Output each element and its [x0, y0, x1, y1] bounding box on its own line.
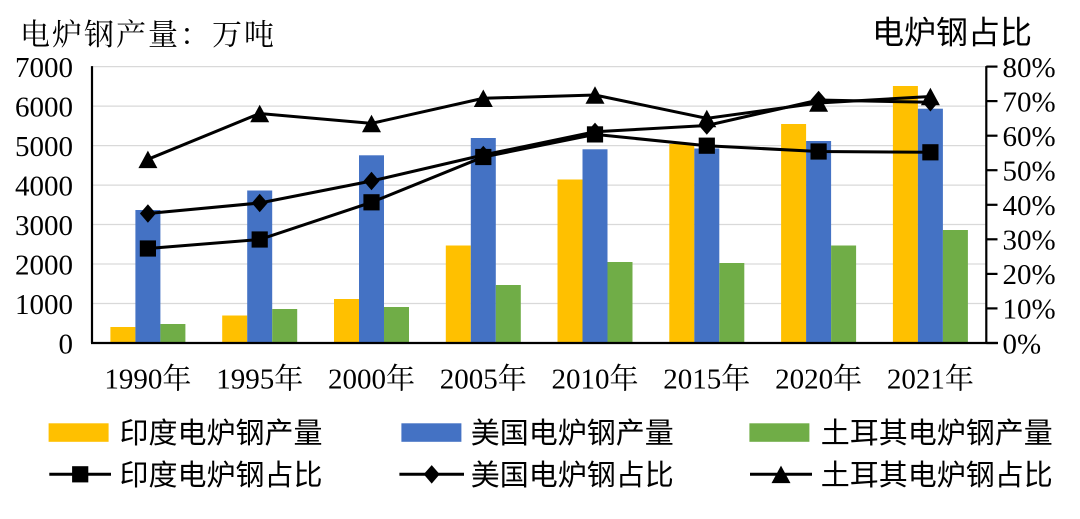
svg-text:10%: 10%	[1003, 294, 1056, 326]
svg-text:2000年: 2000年	[328, 363, 415, 396]
svg-text:2015年: 2015年	[663, 363, 750, 396]
svg-text:美国电炉钢产量: 美国电炉钢产量	[471, 417, 674, 450]
svg-text:土耳其电炉钢占比: 土耳其电炉钢占比	[821, 459, 1053, 492]
svg-text:美国电炉钢占比: 美国电炉钢占比	[471, 459, 674, 492]
svg-text:土耳其电炉钢产量: 土耳其电炉钢产量	[821, 417, 1053, 450]
svg-text:0%: 0%	[1003, 328, 1042, 360]
svg-text:7000: 7000	[15, 52, 73, 84]
svg-text:2021年: 2021年	[887, 363, 974, 396]
svg-text:3000: 3000	[15, 210, 73, 242]
svg-text:印度电炉钢产量: 印度电炉钢产量	[120, 417, 323, 450]
svg-text:5000: 5000	[15, 131, 73, 163]
svg-text:2005年: 2005年	[440, 363, 527, 396]
svg-text:4000: 4000	[15, 170, 73, 202]
svg-text:电炉钢占比: 电炉钢占比	[872, 15, 1032, 51]
svg-text:60%: 60%	[1003, 121, 1056, 153]
svg-text:2000: 2000	[15, 249, 73, 281]
svg-text:6000: 6000	[15, 91, 73, 123]
svg-text:80%: 80%	[1003, 52, 1056, 84]
svg-text:0: 0	[59, 328, 74, 360]
svg-text:1990年: 1990年	[104, 363, 191, 396]
svg-text:印度电炉钢占比: 印度电炉钢占比	[120, 459, 323, 492]
svg-text:40%: 40%	[1003, 190, 1056, 222]
svg-text:50%: 50%	[1003, 156, 1056, 188]
svg-text:2010年: 2010年	[551, 363, 638, 396]
svg-text:2020年: 2020年	[775, 363, 862, 396]
svg-text:1995年: 1995年	[216, 363, 303, 396]
svg-text:电炉钢产量：万吨: 电炉钢产量：万吨	[20, 19, 276, 52]
svg-text:1000: 1000	[15, 289, 73, 321]
svg-text:30%: 30%	[1003, 225, 1056, 257]
svg-text:20%: 20%	[1003, 259, 1056, 291]
svg-text:70%: 70%	[1003, 86, 1056, 118]
